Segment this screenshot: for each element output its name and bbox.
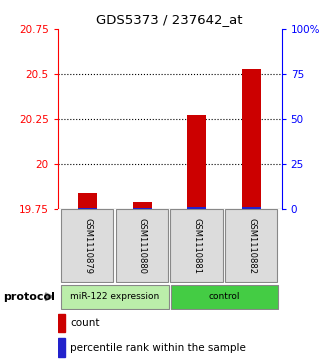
Bar [170,209,223,282]
Text: percentile rank within the sample: percentile rank within the sample [70,343,246,352]
Text: protocol: protocol [3,292,55,302]
Text: GSM1110882: GSM1110882 [247,218,256,274]
Bar [116,209,168,282]
Bar [187,115,206,209]
Bar [187,207,206,209]
Text: GSM1110881: GSM1110881 [192,218,201,274]
Bar [225,209,277,282]
Text: control: control [209,292,240,301]
Title: GDS5373 / 237642_at: GDS5373 / 237642_at [96,13,243,26]
Text: GSM1110879: GSM1110879 [83,218,92,274]
Text: miR-122 expression: miR-122 expression [70,292,160,301]
Bar [78,208,97,209]
Bar [58,338,66,357]
Bar [242,69,261,209]
Bar [133,208,152,209]
Bar [61,209,113,282]
Text: count: count [70,318,100,328]
Bar [171,285,278,309]
Text: GSM1110880: GSM1110880 [138,218,147,274]
Bar [242,207,261,209]
Bar [58,314,66,333]
Bar [61,285,169,309]
Bar [78,192,97,209]
Bar [133,201,152,209]
